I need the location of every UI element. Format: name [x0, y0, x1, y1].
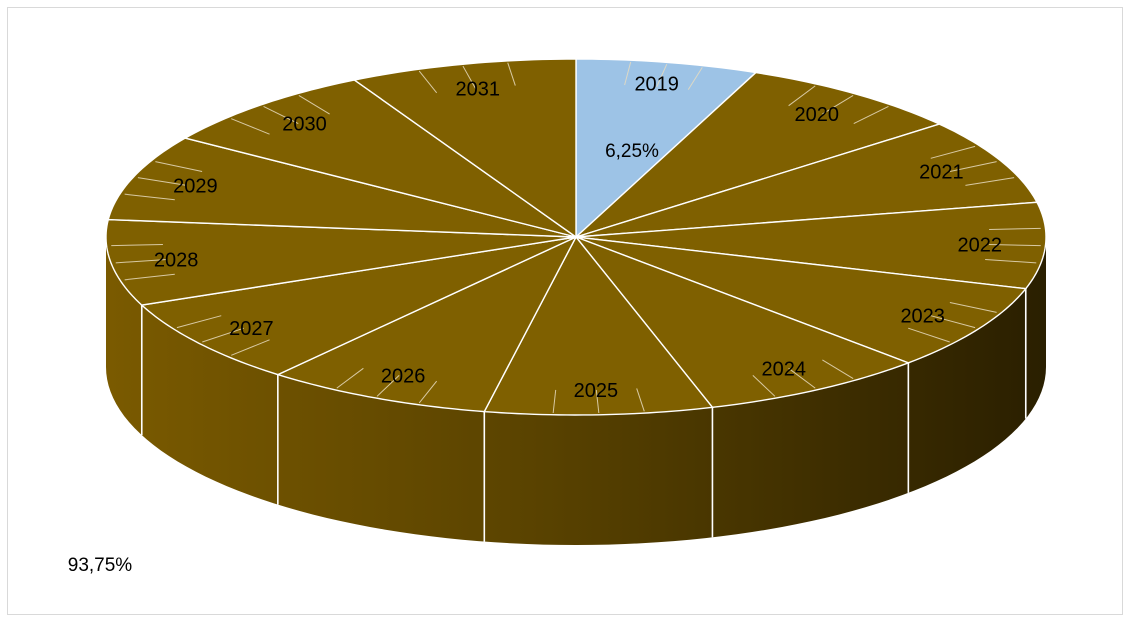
rim-tick	[788, 85, 816, 107]
rim-tick	[930, 145, 976, 159]
rim-tick	[822, 359, 854, 379]
rim-tick	[418, 380, 438, 404]
category-label-2025: 2025	[574, 380, 619, 402]
rim-tick	[636, 388, 645, 412]
pie-side-wall	[106, 237, 1046, 545]
pie-slice-2028	[105, 218, 577, 306]
pie-slice-2024	[573, 235, 911, 409]
rim-tick	[507, 62, 516, 86]
rim-tick	[989, 227, 1041, 230]
highlight-percent-label: 6,25%	[605, 141, 659, 162]
pie-slice-2021	[575, 123, 1039, 238]
rim-tick	[137, 177, 187, 186]
rim-tick	[985, 258, 1037, 264]
rim-tick	[930, 315, 976, 329]
category-label-2028: 2028	[154, 249, 199, 271]
rim-tick	[202, 327, 244, 343]
pie-slice-2020	[575, 71, 942, 238]
rim-tick	[111, 244, 163, 247]
category-label-2030: 2030	[282, 114, 327, 136]
pie-slice-2019	[575, 58, 758, 239]
category-label-2031: 2031	[456, 79, 501, 101]
rim-tick	[176, 315, 222, 329]
pie-slice-2022	[575, 201, 1047, 290]
pie-labels: 2019 2020 2021 2022 2023 2024 2025 2026 2027 2028…	[68, 73, 1002, 576]
rim-tick	[624, 61, 632, 86]
rim-tick	[853, 105, 889, 125]
rim-tick	[263, 105, 299, 125]
rim-tick	[552, 389, 557, 414]
rim-tick	[231, 339, 270, 356]
pie-slice-2023	[575, 236, 1028, 364]
pie-top-face	[105, 58, 1047, 416]
category-label-2023: 2023	[900, 306, 945, 328]
pie-slice-2026	[275, 235, 578, 413]
category-label-2026: 2026	[381, 365, 426, 387]
rim-tick	[687, 67, 703, 90]
rim-tick	[231, 118, 270, 135]
rim-tick	[124, 273, 175, 281]
pie-side-band	[106, 237, 1046, 545]
rim-tick	[965, 177, 1015, 186]
rim-tick	[788, 367, 816, 389]
category-label-2021: 2021	[919, 162, 964, 184]
rim-tick	[949, 161, 997, 173]
rim-tick	[595, 389, 600, 414]
pie-slice-2029	[107, 137, 577, 238]
rim-tick	[656, 63, 668, 88]
pie-slice-2027	[140, 236, 577, 376]
rim-tick	[376, 375, 400, 397]
rim-tick	[115, 258, 167, 264]
category-label-2022: 2022	[957, 235, 1002, 257]
category-label-2024: 2024	[762, 358, 807, 380]
rim-tick	[462, 65, 476, 89]
rim-tick	[752, 375, 776, 397]
rim-tick	[418, 70, 438, 94]
rim-tick	[124, 193, 175, 201]
rim-tick	[298, 95, 330, 115]
rim-tick	[949, 301, 997, 313]
rim-tick	[336, 367, 364, 389]
pie-slice-2025	[483, 235, 714, 416]
category-label-2020: 2020	[795, 104, 840, 126]
rim-tick	[822, 95, 854, 115]
category-label-2027: 2027	[229, 318, 274, 340]
category-label-2019: 2019	[634, 73, 679, 95]
rim-tick	[989, 244, 1041, 247]
pie-decor-ticks	[111, 61, 1041, 414]
rim-tick	[155, 161, 203, 173]
pie-slice-2030	[183, 79, 577, 238]
remainder-percent-label: 93,75%	[68, 555, 133, 576]
category-label-2029: 2029	[173, 175, 218, 197]
rim-tick	[908, 327, 950, 343]
pie-slice-2031	[352, 58, 577, 239]
